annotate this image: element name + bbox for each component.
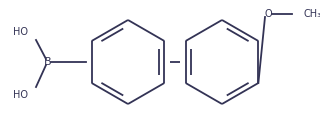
Text: B: B xyxy=(44,57,52,67)
Text: HO: HO xyxy=(13,27,28,37)
Text: O: O xyxy=(264,9,272,19)
Text: CH₃: CH₃ xyxy=(303,9,320,19)
Text: HO: HO xyxy=(13,90,28,100)
